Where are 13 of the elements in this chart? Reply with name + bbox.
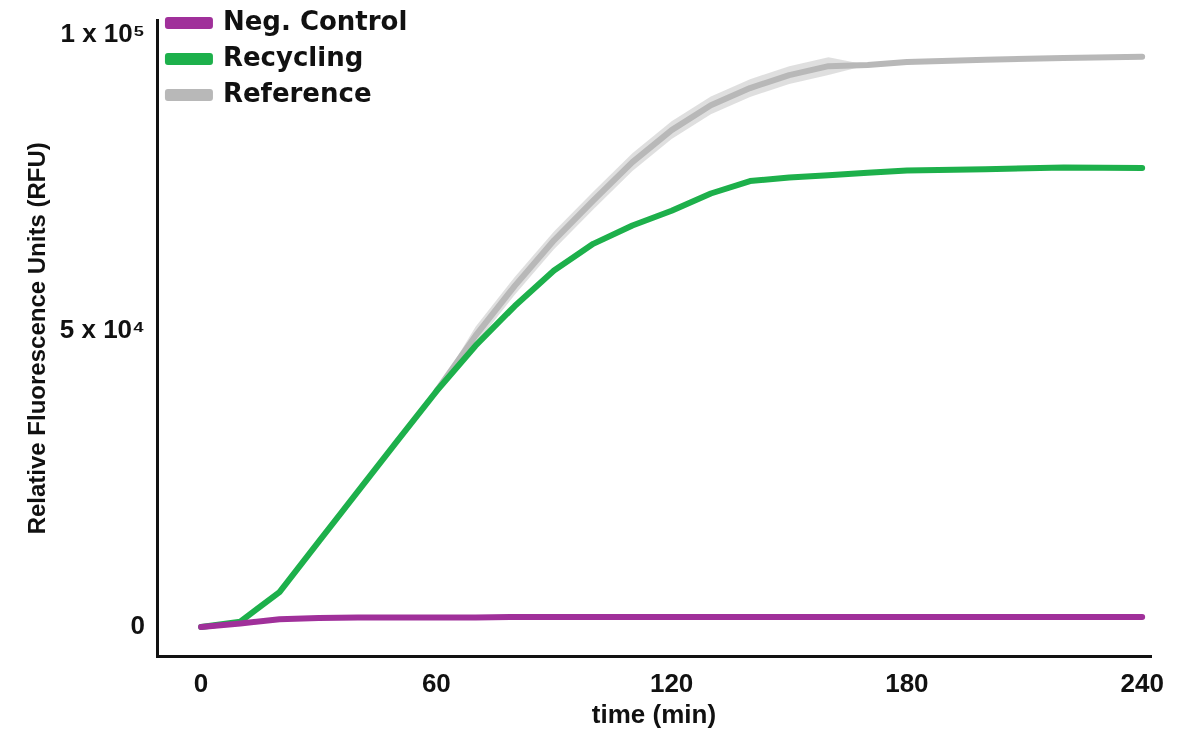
x-tick-label: 240	[1120, 668, 1164, 699]
y-tick-label: 5 x 10⁴	[59, 314, 145, 345]
legend-label: Neg. Control	[222, 5, 408, 36]
x-tick-label: 60	[421, 668, 451, 699]
y-tick-label: 0	[130, 610, 145, 641]
x-axis-title: time (min)	[591, 698, 717, 729]
x-tick-label: 180	[885, 668, 929, 699]
legend-label: Recycling	[222, 41, 364, 72]
x-tick-label: 0	[193, 668, 209, 699]
x-tick-label: 120	[649, 668, 694, 699]
y-tick-label: 1 x 10⁵	[60, 17, 145, 48]
legend-label: Reference	[222, 77, 372, 108]
y-axis-title: Relative Fluorescence Units (RFU)	[23, 142, 51, 535]
